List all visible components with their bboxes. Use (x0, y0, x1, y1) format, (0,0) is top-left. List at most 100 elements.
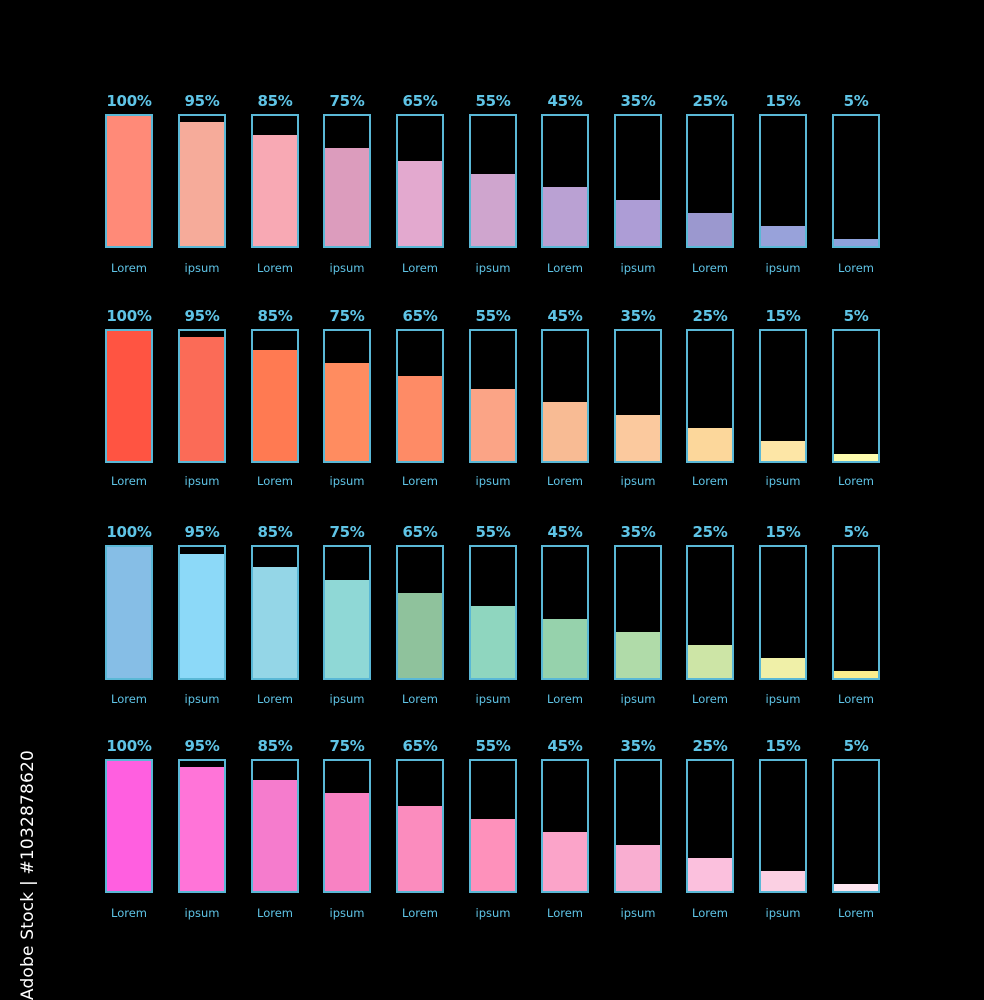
category-label: Lorem (402, 261, 438, 275)
category-label: ipsum (329, 474, 365, 488)
value-label: 45% (547, 737, 583, 755)
category-label: ipsum (765, 474, 801, 488)
bar-frame (251, 114, 299, 248)
category-label: ipsum (765, 261, 801, 275)
bar (688, 645, 732, 678)
bar (398, 161, 442, 246)
value-label: 85% (257, 92, 293, 110)
bar-frame (178, 545, 226, 680)
category-label: ipsum (620, 906, 656, 920)
value-label: 15% (765, 737, 801, 755)
value-label: 75% (329, 92, 365, 110)
category-label: Lorem (838, 906, 874, 920)
bar-frame (323, 329, 371, 463)
value-label: 65% (402, 307, 438, 325)
value-label: 25% (692, 737, 728, 755)
category-label: Lorem (838, 261, 874, 275)
category-label: ipsum (475, 261, 511, 275)
bar-frame (541, 545, 589, 680)
bar-frame (759, 329, 807, 463)
bar-frame (251, 759, 299, 893)
value-label: 35% (620, 737, 656, 755)
category-label: ipsum (329, 906, 365, 920)
bar (180, 122, 224, 246)
bar-frame (251, 545, 299, 680)
category-label: Lorem (547, 474, 583, 488)
bar (253, 350, 297, 461)
bar (180, 337, 224, 461)
bar-frame (686, 114, 734, 248)
category-label: Lorem (547, 906, 583, 920)
value-label: 5% (843, 92, 869, 110)
bar-frame (541, 759, 589, 893)
bar (471, 389, 515, 461)
category-label: ipsum (765, 692, 801, 706)
bar-frame (759, 114, 807, 248)
bar-frame (614, 759, 662, 893)
bar-frame (323, 545, 371, 680)
value-label: 95% (184, 92, 220, 110)
value-label: 45% (547, 523, 583, 541)
bar (471, 819, 515, 891)
bar-frame (759, 759, 807, 893)
value-label: 35% (620, 523, 656, 541)
bar-frame (396, 545, 444, 680)
category-label: Lorem (257, 692, 293, 706)
bar-frame (832, 759, 880, 893)
category-label: Lorem (838, 692, 874, 706)
bar-frame (178, 114, 226, 248)
category-label: ipsum (184, 692, 220, 706)
category-label: Lorem (111, 692, 147, 706)
bar (107, 761, 151, 891)
value-label: 25% (692, 523, 728, 541)
category-label: ipsum (620, 261, 656, 275)
value-label: 55% (475, 307, 511, 325)
bar-frame (396, 114, 444, 248)
bar (543, 187, 587, 246)
bar (761, 441, 805, 461)
value-label: 100% (106, 523, 152, 541)
category-label: Lorem (692, 474, 728, 488)
bar (325, 363, 369, 461)
bar (616, 200, 660, 246)
value-label: 35% (620, 92, 656, 110)
category-label: Lorem (692, 906, 728, 920)
category-label: Lorem (402, 474, 438, 488)
bar (834, 454, 878, 461)
value-label: 65% (402, 92, 438, 110)
bar (543, 402, 587, 461)
bar (834, 239, 878, 246)
bar (761, 871, 805, 891)
category-label: ipsum (475, 474, 511, 488)
value-label: 65% (402, 737, 438, 755)
category-label: ipsum (765, 906, 801, 920)
category-label: Lorem (111, 906, 147, 920)
value-label: 5% (843, 307, 869, 325)
bar (398, 593, 442, 678)
bar (107, 547, 151, 678)
bar (325, 580, 369, 678)
bar-frame (105, 329, 153, 463)
bar (761, 226, 805, 246)
category-label: ipsum (475, 906, 511, 920)
value-label: 100% (106, 737, 152, 755)
bar-frame (323, 759, 371, 893)
bar-frame (614, 545, 662, 680)
bar (180, 554, 224, 678)
value-label: 45% (547, 92, 583, 110)
value-label: 85% (257, 307, 293, 325)
bar-frame (686, 545, 734, 680)
value-label: 55% (475, 92, 511, 110)
bar (107, 116, 151, 246)
bar-frame (832, 329, 880, 463)
category-label: Lorem (257, 906, 293, 920)
category-label: ipsum (620, 474, 656, 488)
bar-frame (178, 759, 226, 893)
bar (471, 174, 515, 246)
bar-frame (105, 545, 153, 680)
bar (180, 767, 224, 891)
value-label: 55% (475, 737, 511, 755)
bar (325, 148, 369, 246)
bar-frame (759, 545, 807, 680)
